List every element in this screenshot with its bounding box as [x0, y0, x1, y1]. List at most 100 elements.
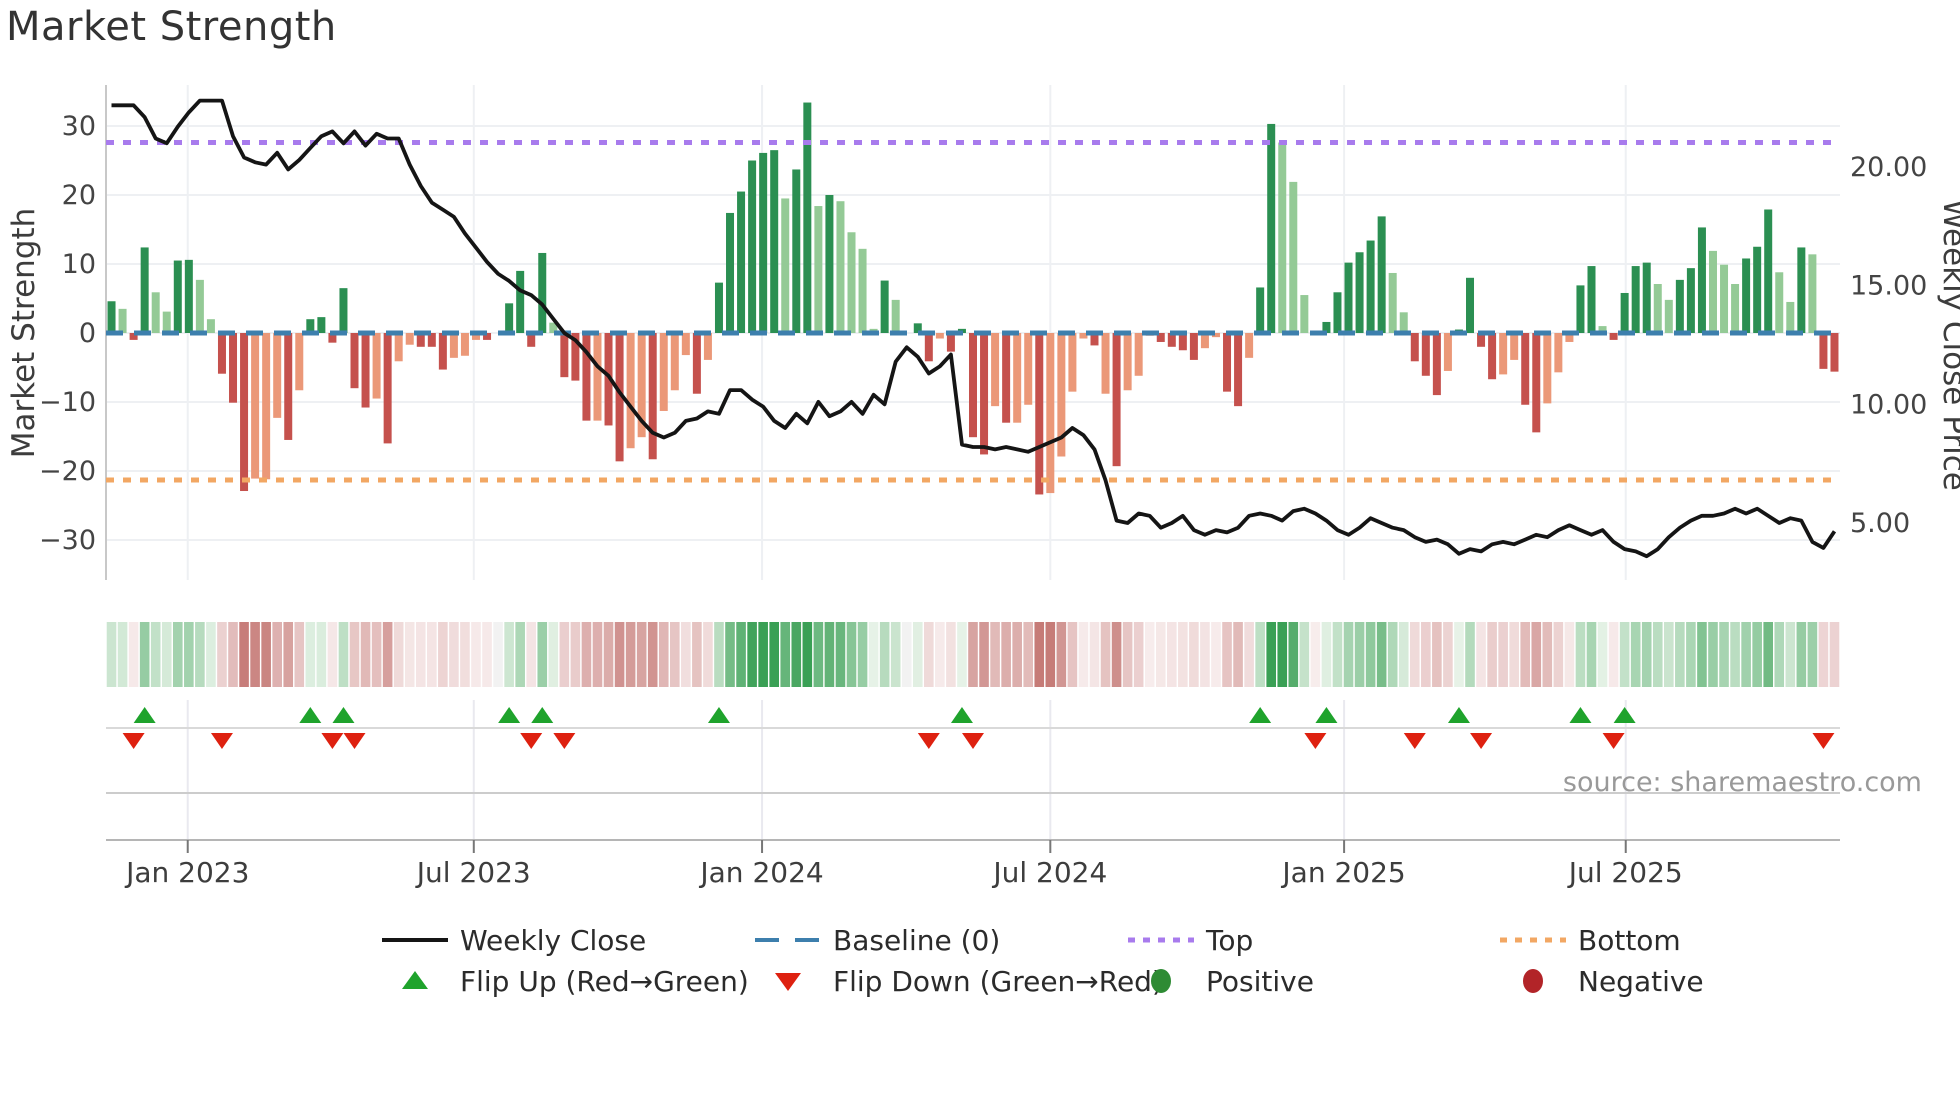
heatmap-cell	[780, 622, 791, 687]
heatmap-cell	[1045, 622, 1056, 687]
heatmap-cell	[1277, 622, 1288, 687]
heatmap-cell	[438, 622, 448, 687]
strength-bar	[615, 333, 624, 462]
strength-bar	[1090, 333, 1099, 346]
strength-bar	[847, 232, 856, 333]
strength-bar	[394, 333, 403, 362]
heatmap-cell	[184, 622, 194, 687]
heatmap-cell	[813, 622, 824, 687]
heatmap-cell	[990, 622, 1000, 687]
heatmap-cell	[725, 622, 735, 687]
strength-bar	[1753, 246, 1762, 333]
strength-bar	[659, 333, 668, 411]
heatmap-cell	[1266, 622, 1277, 687]
strength-bar	[980, 333, 989, 455]
heatmap-cell	[1167, 622, 1177, 687]
heatmap-cell	[1200, 622, 1210, 687]
flip-down-marker	[1602, 733, 1625, 749]
strength-bar	[891, 299, 900, 333]
heatmap-cell	[1465, 622, 1475, 687]
heatmap-cell	[791, 622, 802, 687]
strength-bar	[1609, 333, 1618, 340]
heatmap-cell	[415, 622, 426, 687]
heatmap-cell	[1597, 622, 1608, 687]
strength-bar	[438, 333, 447, 370]
strength-bar	[1200, 333, 1209, 349]
heatmap-cell	[669, 622, 680, 687]
x-tick-label: Jan 2025	[1280, 856, 1405, 889]
strength-bar	[538, 252, 547, 333]
heatmap-cell	[1111, 622, 1122, 687]
heatmap-cell	[1520, 622, 1531, 687]
strength-bar	[748, 160, 757, 333]
strength-bar	[637, 333, 646, 438]
strength-bar	[1477, 333, 1486, 347]
strength-bar	[460, 333, 469, 356]
strength-bar	[1399, 312, 1408, 333]
strength-bar	[703, 333, 712, 360]
strength-bar	[328, 333, 337, 343]
flip-up-marker	[531, 707, 554, 723]
heatmap-cell	[294, 622, 305, 687]
strength-bar	[383, 333, 392, 444]
strength-bar	[361, 333, 370, 408]
heatmap-cell	[382, 622, 393, 687]
strength-bar	[1156, 333, 1165, 342]
heatmap-cell	[979, 622, 989, 687]
strength-bar	[195, 279, 204, 333]
flip-up-marker	[1315, 707, 1338, 723]
heatmap-cell	[824, 622, 835, 687]
strength-bar	[1344, 262, 1353, 333]
strength-bar	[1565, 333, 1574, 342]
heatmap-cell	[272, 622, 282, 687]
heatmap-cell	[548, 622, 559, 687]
heatmap-cell	[1100, 622, 1111, 687]
heatmap-cell	[1222, 622, 1232, 687]
strength-bar	[217, 333, 226, 374]
heatmap-cell	[283, 622, 294, 687]
heatmap-cell	[912, 622, 923, 687]
strength-bar	[913, 323, 922, 333]
strength-bar	[1234, 333, 1243, 407]
heatmap-cell	[371, 622, 382, 687]
heatmap-cell	[493, 622, 503, 687]
heatmap-cell	[1288, 622, 1299, 687]
heatmap-cell	[592, 622, 603, 687]
strength-bar	[1664, 299, 1673, 333]
heatmap-cell	[117, 622, 128, 687]
strength-bar	[405, 333, 414, 345]
right-tick-label: 5.00	[1850, 508, 1910, 539]
heatmap-cell	[1785, 622, 1796, 687]
strength-bar	[483, 333, 492, 340]
strength-bar	[1035, 333, 1044, 495]
strength-bar	[1024, 333, 1033, 405]
strength-bar	[1421, 333, 1430, 376]
negative-icon	[1523, 969, 1543, 993]
strength-bar	[1057, 333, 1066, 457]
strength-bar	[924, 333, 933, 362]
strength-bars	[107, 102, 1839, 495]
left-tick-label: −10	[39, 387, 96, 418]
strength-bar	[1333, 292, 1342, 333]
heatmap-cell	[1719, 622, 1729, 687]
flip-markers	[122, 707, 1835, 749]
heatmap-cell	[327, 622, 338, 687]
strength-bar	[1123, 333, 1132, 391]
heatmap-cell	[1354, 622, 1365, 687]
heatmap-cell	[1155, 622, 1166, 687]
strength-bar	[1178, 333, 1187, 351]
heatmap-cell	[636, 622, 647, 687]
heatmap-cell	[1443, 622, 1453, 687]
strength-bar	[1764, 209, 1773, 333]
strength-bar	[1686, 268, 1695, 333]
strength-bar	[836, 201, 845, 333]
heatmap-cell	[1730, 622, 1740, 687]
heatmap-cell	[206, 622, 216, 687]
strength-bar	[582, 333, 591, 421]
weekly-close-line	[111, 98, 1837, 559]
strength-bar	[372, 333, 381, 399]
x-tick-label: Jul 2023	[415, 856, 531, 889]
heatmap-cell	[1575, 622, 1586, 687]
strength-bar	[1488, 333, 1497, 380]
